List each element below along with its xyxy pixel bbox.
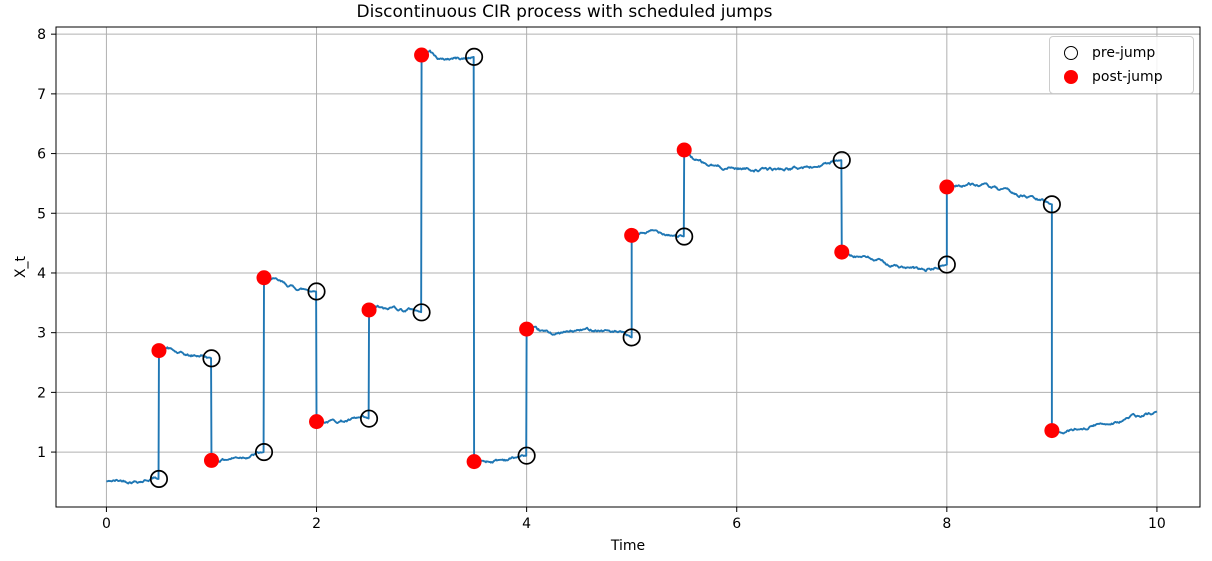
pre-jump-marker bbox=[517, 446, 536, 465]
y-tick-label: 5 bbox=[37, 206, 46, 222]
y-tick-label: 6 bbox=[37, 147, 46, 163]
pre-jump-marker bbox=[465, 47, 484, 66]
post-jump-marker bbox=[624, 227, 640, 243]
post-jump-marker bbox=[1044, 423, 1060, 439]
chart-title: Discontinuous CIR process with scheduled… bbox=[356, 2, 773, 22]
series-path bbox=[106, 49, 1158, 485]
pre-jump-marker bbox=[149, 469, 168, 488]
post-jump-marker bbox=[519, 321, 535, 337]
pre-jump-marker bbox=[360, 409, 379, 428]
post-jump-marker bbox=[939, 179, 955, 195]
legend-label: pre-jump bbox=[1092, 45, 1156, 61]
post-jump-marker bbox=[414, 47, 430, 63]
legend-label: post-jump bbox=[1092, 69, 1163, 85]
post-jump-marker bbox=[309, 414, 325, 430]
y-tick-label: 8 bbox=[37, 27, 46, 43]
post-jump-marker bbox=[256, 270, 272, 286]
x-tick-label: 2 bbox=[312, 516, 321, 532]
pre-jump-marker bbox=[412, 303, 431, 322]
y-tick-label: 7 bbox=[37, 87, 46, 103]
y-tick-label: 4 bbox=[37, 266, 46, 282]
legend-entry-pre-jump: pre-jump bbox=[1050, 41, 1193, 65]
post-jump-marker bbox=[834, 244, 850, 260]
x-tick-label: 8 bbox=[942, 516, 951, 532]
pre-jump-marker bbox=[202, 349, 221, 368]
axes-spines bbox=[55, 26, 1201, 508]
x-tick-label: 10 bbox=[1148, 516, 1166, 532]
legend-marker-cell bbox=[1050, 46, 1092, 60]
post-jump-marker bbox=[151, 343, 167, 359]
filled-circle-icon bbox=[1064, 70, 1078, 84]
x-tick-label: 4 bbox=[522, 516, 531, 532]
open-circle-icon bbox=[1064, 46, 1078, 60]
pre-jump-marker bbox=[675, 227, 694, 246]
pre-jump-marker bbox=[832, 151, 851, 170]
legend-entry-post-jump: post-jump bbox=[1050, 65, 1193, 89]
pre-jump-marker bbox=[622, 328, 641, 347]
y-tick-label: 2 bbox=[37, 385, 46, 401]
y-axis-label: X_t bbox=[13, 255, 29, 279]
pre-jump-marker bbox=[1042, 195, 1061, 214]
post-jump-marker bbox=[466, 454, 482, 470]
post-jump-marker bbox=[203, 452, 219, 468]
pre-jump-marker bbox=[254, 443, 274, 462]
y-tick-label: 3 bbox=[37, 326, 46, 342]
x-axis-label: Time bbox=[610, 538, 646, 554]
pre-jump-marker bbox=[937, 255, 956, 274]
legend: pre-jump post-jump bbox=[1049, 36, 1194, 94]
x-tick-label: 6 bbox=[732, 516, 741, 532]
post-jump-marker bbox=[361, 302, 377, 318]
post-jump-marker bbox=[676, 142, 692, 158]
x-tick-label: 0 bbox=[102, 516, 111, 532]
pre-jump-marker bbox=[307, 282, 326, 301]
y-tick-label: 1 bbox=[37, 445, 46, 461]
legend-marker-cell bbox=[1050, 70, 1092, 84]
